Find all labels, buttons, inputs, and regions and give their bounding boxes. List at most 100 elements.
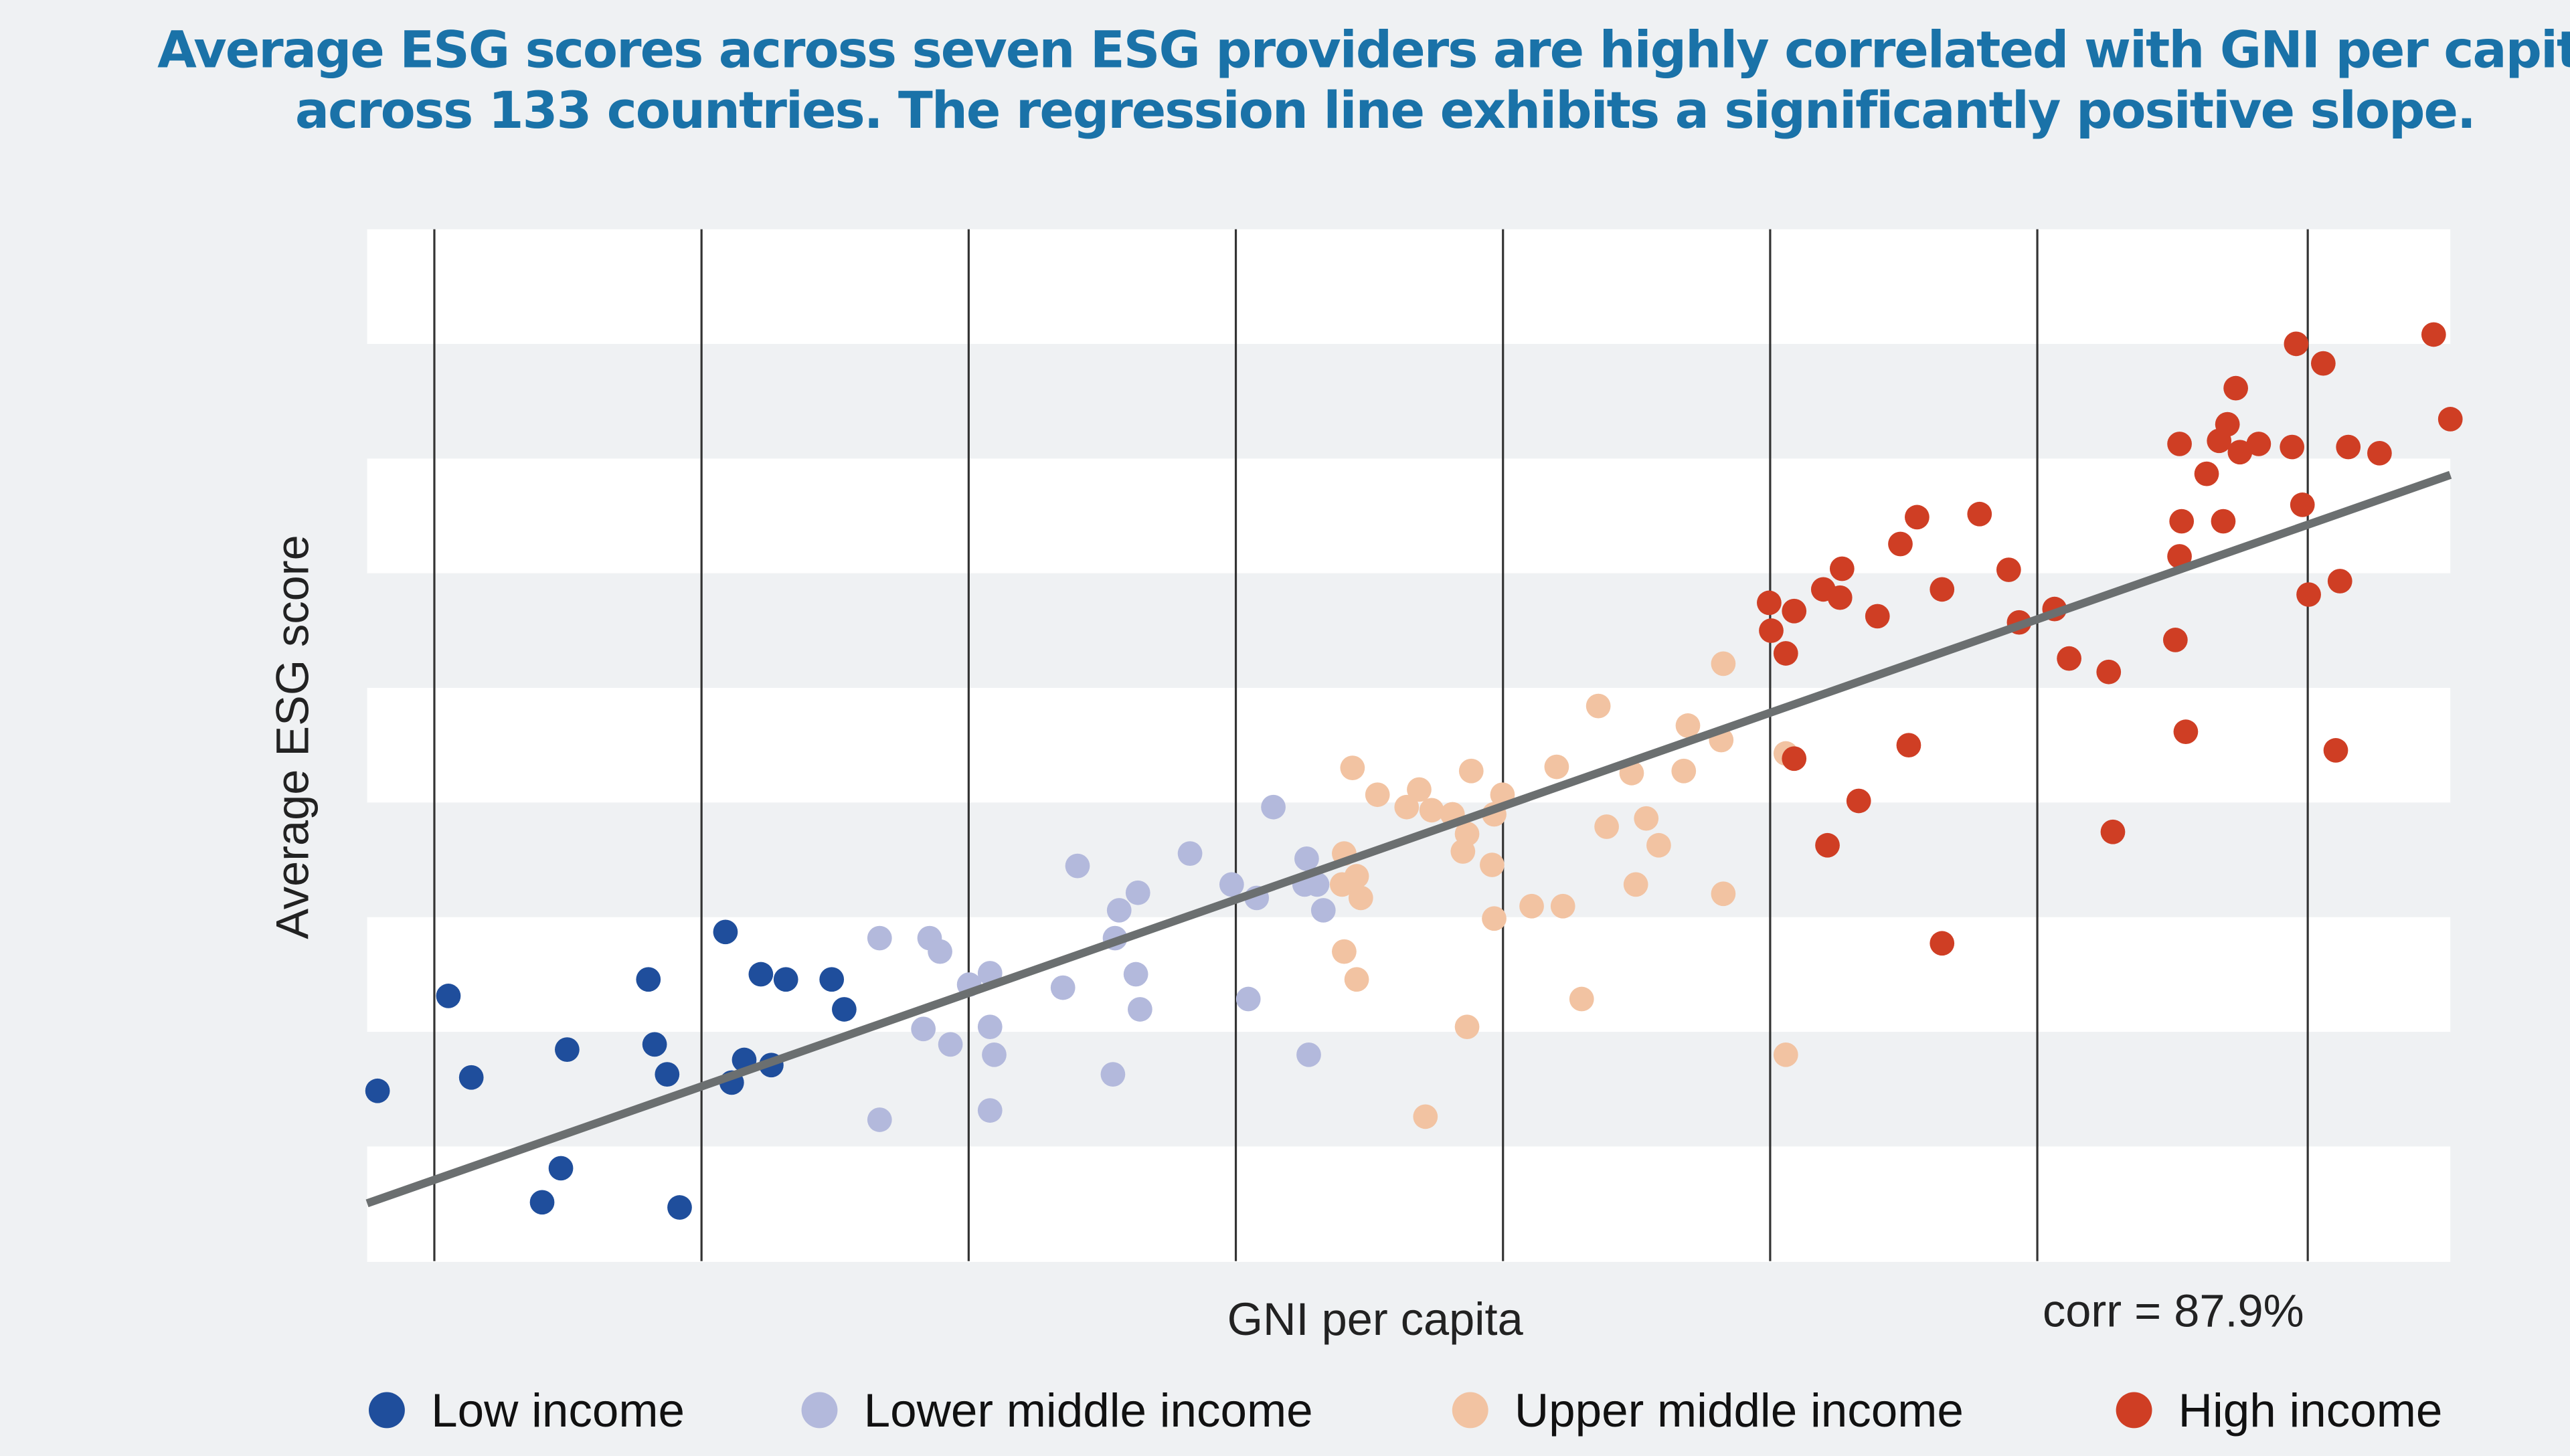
plot-band [367,1146,2451,1262]
data-point [1782,598,1807,624]
plot-band [367,917,2451,1033]
data-point [1458,758,1484,784]
data-point [1634,806,1659,831]
chart-title-line-1: Average ESG scores across seven ESG prov… [157,20,2570,79]
data-point [2173,719,2199,745]
data-point [2310,351,2336,376]
data-point [928,939,952,964]
data-point [1050,975,1076,1000]
data-point [2057,646,2081,671]
legend-label: High income [2178,1384,2443,1437]
data-point [1623,872,1648,897]
data-point [1846,788,1871,814]
plot-background-bands [367,229,2451,1262]
data-point [1100,1062,1126,1087]
legend-item: High income [2116,1384,2443,1437]
data-point [1127,997,1152,1022]
data-point [1773,641,1798,666]
data-point [2437,407,2463,432]
data-point [2327,569,2352,594]
data-point [2215,412,2240,437]
data-point [1177,841,1203,866]
data-point [555,1037,580,1062]
data-point [1519,893,1544,919]
data-point [2336,434,2361,460]
data-point [1930,577,1955,602]
data-point [977,1098,1003,1123]
legend-item: Upper middle income [1452,1384,1964,1437]
data-point [2280,434,2305,460]
data-point [1482,906,1507,931]
data-point [436,984,461,1008]
plot-band [367,229,2451,345]
data-point [2167,544,2192,569]
data-point [773,967,798,992]
legend: Low income Lower middle income Upper middl… [369,1384,2442,1437]
data-point [1815,832,1840,858]
data-point [1675,713,1701,738]
data-point [982,1042,1007,1067]
data-point [2194,461,2219,486]
data-point [867,1107,892,1132]
plot-band [367,573,2451,689]
data-point [2169,509,2195,534]
data-point [2421,322,2446,347]
data-point [1544,754,1569,780]
data-point [819,967,845,992]
data-point [1304,872,1330,897]
data-point [1905,505,1930,530]
data-point [1773,1042,1798,1067]
legend-label: Low income [431,1384,685,1437]
chart-title-line-2: across 133 countries. The regression lin… [295,81,2475,140]
data-point [1340,755,1365,780]
data-point [1123,962,1148,987]
data-point [2246,432,2272,456]
data-point [2323,738,2348,763]
data-point [1480,852,1505,877]
data-point [1125,880,1150,905]
data-point [2296,582,2321,607]
data-point [529,1190,555,1215]
data-point [867,925,892,951]
data-point [1344,967,1369,992]
data-point [1261,794,1286,820]
data-point [1646,832,1671,858]
data-point [655,1062,680,1087]
data-point [548,1156,574,1181]
legend-marker [801,1392,838,1429]
data-point [1888,531,1913,557]
data-point [1407,777,1432,802]
correlation-annotation: corr = 87.9% [2043,1285,2304,1337]
legend-label: Lower middle income [864,1384,1313,1437]
data-point [2162,628,2188,652]
data-point [1586,693,1611,719]
data-point [1344,864,1369,889]
data-point [1827,585,1853,610]
legend-item: Low income [369,1384,685,1437]
data-point [1829,556,1855,581]
data-point [1106,898,1132,923]
regression-line [365,470,2452,1208]
data-point [1294,846,1319,871]
data-point [1332,939,1357,964]
data-point [1711,881,1736,907]
data-point [2223,375,2248,401]
data-point [2100,819,2126,844]
data-point [1454,1014,1480,1040]
plot-band [367,802,2451,918]
legend-item: Lower middle income [801,1384,1313,1437]
data-point [1711,651,1736,676]
legend-label: Upper middle income [1515,1384,1964,1437]
data-point [832,997,857,1022]
data-point [1365,782,1390,808]
data-point [1065,853,1090,879]
vertical-grid-lines [433,229,2309,1261]
data-point [1759,618,1784,643]
plot-band [367,344,2451,460]
data-point [1569,986,1594,1012]
y-axis-label: Average ESG score [266,535,318,939]
data-point [1219,872,1244,897]
data-point [1450,839,1476,864]
data-point [1550,893,1575,919]
data-point [2290,492,2315,517]
